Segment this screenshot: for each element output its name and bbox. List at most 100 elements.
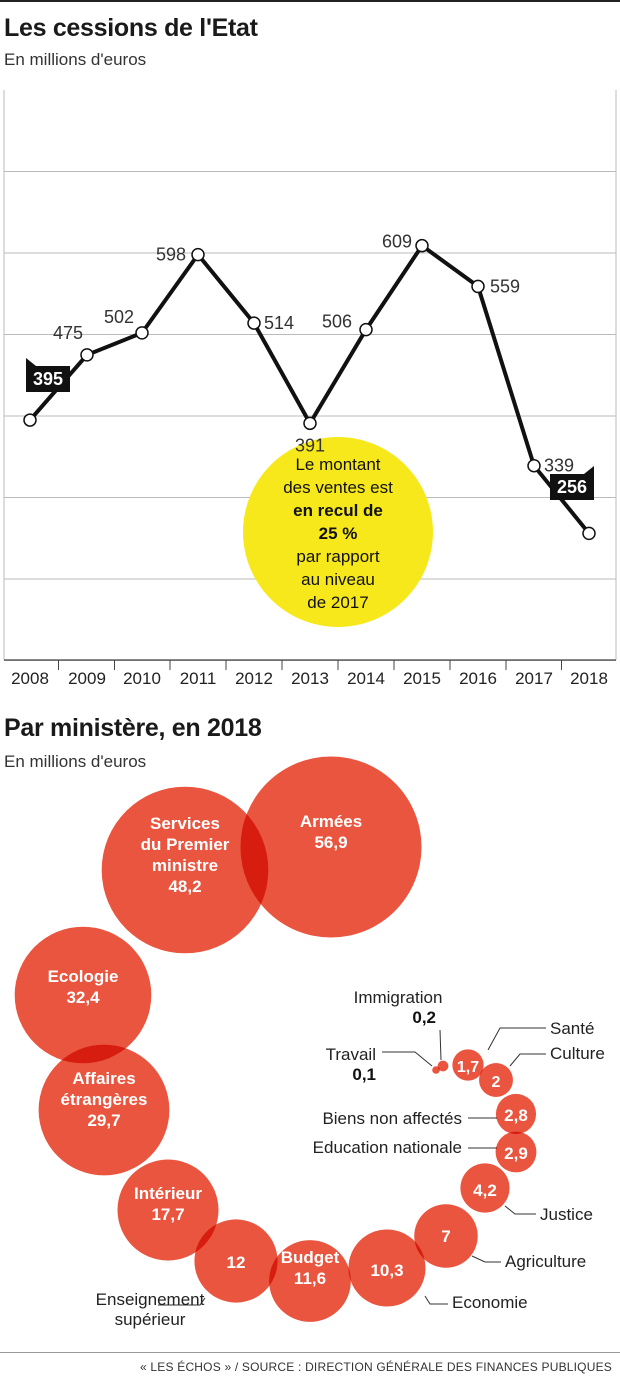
- data-point: [247, 316, 261, 330]
- data-point: [80, 348, 94, 362]
- leader-line: [439, 1029, 442, 1061]
- leader-line: [424, 1295, 448, 1305]
- x-tick-label: 2015: [403, 669, 441, 688]
- callout-text: en recul de: [293, 501, 383, 520]
- callout-text: Le montant: [295, 455, 380, 474]
- bubble-external-label: Culture: [550, 1044, 605, 1063]
- bubble-value: 7: [441, 1227, 450, 1246]
- data-point: [415, 238, 429, 253]
- bubble: [14, 926, 152, 1064]
- source-footer: « LES ÉCHOS » / SOURCE : DIRECTION GÉNÉR…: [140, 1360, 612, 1374]
- section-subtitle: En millions d'euros: [4, 752, 147, 771]
- bubble-external-value: 0,1: [352, 1065, 376, 1084]
- data-point: [527, 458, 541, 473]
- bubble: [117, 1159, 219, 1261]
- bubble-label: Ecologie: [48, 967, 119, 986]
- data-label: 391: [295, 435, 325, 455]
- bubble-label: Services: [150, 814, 220, 833]
- bubble-value: 32,4: [66, 988, 100, 1007]
- bubble-value: 56,9: [314, 833, 347, 852]
- x-tick-label: 2018: [570, 669, 608, 688]
- tag-box: [26, 366, 70, 392]
- x-tick-label: 2014: [347, 669, 385, 688]
- bubble-value: 12: [227, 1253, 246, 1272]
- bubble-external-label: Economie: [452, 1293, 528, 1312]
- bubble-external-label: Travail: [326, 1045, 376, 1064]
- x-tick-label: 2016: [459, 669, 497, 688]
- callout-circle: [243, 437, 433, 627]
- bubble-external-label: Biens non affectés: [322, 1109, 462, 1128]
- leader-line: [158, 1297, 206, 1306]
- bubble-label: ministre: [152, 856, 218, 875]
- callout-text: de 2017: [307, 593, 368, 612]
- data-label: 559: [490, 276, 520, 296]
- bubble-external-label: supérieur: [115, 1310, 186, 1329]
- bubble-value: 4,2: [473, 1181, 497, 1200]
- bubble-value: 29,7: [87, 1111, 120, 1130]
- bubble: [101, 786, 269, 954]
- bubble-label: Armées: [300, 812, 362, 831]
- bubble-value: 10,3: [370, 1261, 403, 1280]
- data-point: [582, 526, 596, 541]
- bubble-external-label: Education nationale: [313, 1138, 462, 1157]
- bubble-external-label: Justice: [540, 1205, 593, 1224]
- chart-subtitle: En millions d'euros: [4, 50, 147, 69]
- bubble-external-label: Immigration: [354, 988, 443, 1007]
- tag-notch: [26, 358, 36, 366]
- data-point: [23, 413, 37, 427]
- bubble: [452, 1049, 484, 1081]
- data-label: 475: [53, 323, 83, 343]
- x-tick-label: 2011: [180, 669, 217, 688]
- section-title: Par ministère, en 2018: [4, 714, 262, 742]
- bubble-value: 1,7: [457, 1059, 479, 1076]
- data-label: 502: [104, 307, 134, 327]
- x-tick-label: 2010: [123, 669, 161, 688]
- data-label: 256: [557, 477, 587, 497]
- data-point: [359, 322, 373, 337]
- bubble: [495, 1093, 537, 1135]
- callout-text: par rapport: [296, 547, 379, 566]
- bubble-label: du Premier: [141, 835, 230, 854]
- bubble-label: Budget: [281, 1248, 340, 1267]
- bubble-label: Intérieur: [134, 1184, 202, 1203]
- data-point: [135, 326, 149, 340]
- bubble: [240, 756, 422, 938]
- footer-rule: [0, 1352, 620, 1353]
- bubble-external-label: Agriculture: [505, 1252, 586, 1271]
- data-label: 514: [264, 313, 294, 333]
- bubble: [495, 1131, 537, 1173]
- callout-text: au niveau: [301, 570, 375, 589]
- tag-box: [550, 474, 594, 500]
- bubble: [269, 1240, 351, 1322]
- leader-line: [382, 1051, 433, 1067]
- leader-line: [504, 1205, 536, 1215]
- bubble-external-label: Enseignement: [96, 1290, 205, 1309]
- data-label: 395: [33, 369, 63, 389]
- x-tick-label: 2017: [515, 669, 553, 688]
- bubble-value: 2,8: [504, 1106, 528, 1125]
- bubble-value: 2: [492, 1074, 501, 1091]
- callout-text: 25 %: [319, 524, 358, 543]
- bubble: [479, 1063, 513, 1097]
- x-tick-label: 2013: [291, 669, 329, 688]
- bubble-value: 48,2: [168, 877, 201, 896]
- bubble-label: Affaires: [72, 1069, 135, 1088]
- bubble: [38, 1044, 170, 1176]
- highlight-tag: 256: [550, 466, 594, 500]
- data-label: 506: [322, 312, 352, 332]
- bubble: [414, 1204, 478, 1268]
- bubble: [194, 1219, 278, 1303]
- x-tick-label: 2012: [235, 669, 273, 688]
- bubble-value: 11,6: [294, 1269, 326, 1288]
- data-label: 598: [156, 245, 186, 265]
- bubble: [348, 1229, 426, 1307]
- x-tick-label: 2008: [11, 669, 49, 688]
- data-label: 609: [382, 232, 412, 252]
- bubble-value: 2,9: [504, 1144, 528, 1163]
- leader-line: [471, 1255, 501, 1263]
- bubble-external-label: Santé: [550, 1019, 594, 1038]
- bubble-label: étrangères: [61, 1090, 148, 1109]
- tag-notch: [584, 466, 594, 474]
- leader-line: [487, 1027, 546, 1051]
